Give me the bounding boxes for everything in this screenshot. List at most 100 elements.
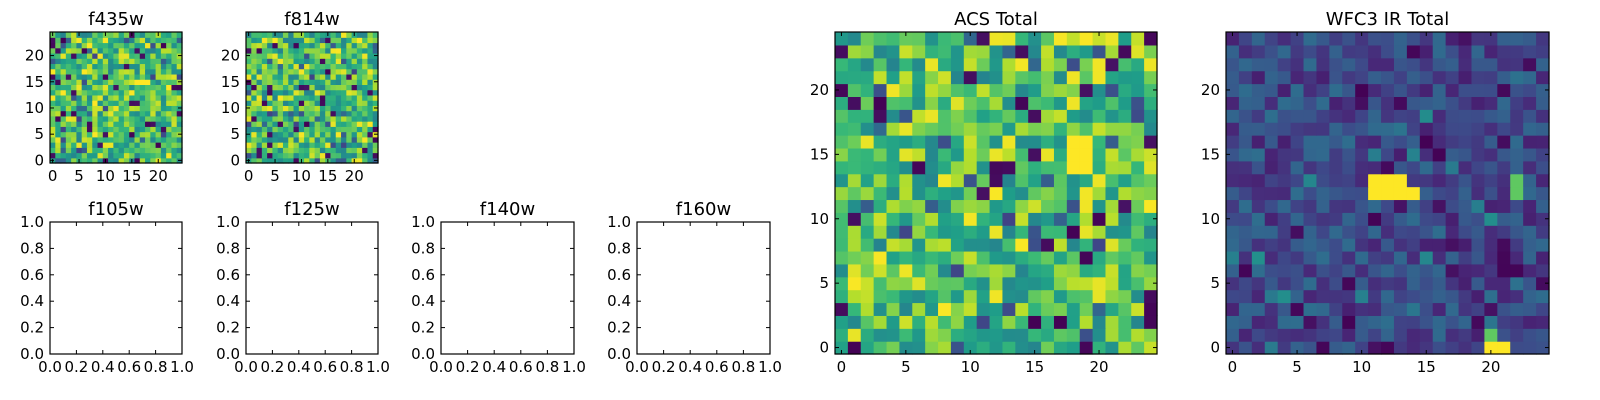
heatmap-cell: [314, 47, 321, 54]
heatmap-cell: [282, 126, 289, 133]
heatmap-cell: [950, 302, 965, 316]
heatmap-cell: [246, 42, 252, 49]
heatmap-cell: [60, 37, 67, 44]
heatmap-cell: [155, 121, 162, 127]
heatmap-cell: [873, 238, 888, 252]
heatmap-cell: [351, 68, 358, 75]
y-tick-label: 10: [25, 99, 44, 117]
heatmap-cell: [367, 73, 374, 80]
heatmap-cell: [314, 142, 321, 148]
heatmap-cell: [1079, 135, 1094, 149]
heatmap-cell: [341, 58, 347, 65]
heatmap-cell: [145, 37, 151, 44]
heatmap-cell: [1290, 135, 1305, 149]
heatmap-cell: [1144, 315, 1158, 329]
heatmap-cell: [1041, 173, 1055, 188]
heatmap-cell: [362, 32, 369, 38]
heatmap-cell: [1303, 341, 1318, 355]
heatmap-cell: [847, 135, 862, 149]
heatmap-cell: [134, 89, 141, 96]
heatmap-cell: [319, 37, 326, 44]
heatmap-cell: [362, 110, 369, 117]
heatmap-cell: [362, 52, 369, 59]
heatmap-cell: [160, 89, 167, 96]
heatmap-cell: [155, 152, 162, 159]
heatmap-cell: [1393, 44, 1408, 59]
heatmap-cell: [1144, 276, 1158, 291]
heatmap-cell: [1406, 70, 1421, 85]
heatmap-cell: [171, 37, 178, 44]
heatmap-cell: [1510, 328, 1524, 342]
heatmap-cell: [1393, 122, 1408, 136]
heatmap-cell: [304, 63, 310, 70]
heatmap-cell: [108, 84, 114, 91]
heatmap-cell: [118, 68, 125, 75]
heatmap-cell: [71, 42, 77, 49]
heatmap-cell: [272, 89, 279, 96]
heatmap-cell: [277, 157, 284, 164]
heatmap-cell: [1316, 44, 1330, 59]
heatmap-cell: [835, 315, 849, 329]
y-tick-label: 0.6: [20, 266, 44, 284]
heatmap-cell: [372, 94, 379, 101]
heatmap-cell: [139, 100, 146, 106]
heatmap-cell: [155, 79, 162, 85]
heatmap-cell: [950, 83, 965, 97]
heatmap-cell: [1393, 289, 1408, 304]
heatmap-cell: [160, 115, 167, 122]
heatmap-cell: [873, 186, 888, 201]
heatmap-cell: [1226, 289, 1240, 304]
heatmap-cell: [362, 42, 369, 49]
heatmap-cell: [351, 152, 358, 159]
heatmap-cell: [1015, 70, 1029, 85]
heatmap-cell: [319, 68, 326, 75]
heatmap-cell: [367, 37, 374, 44]
heatmap-cell: [50, 84, 56, 91]
heatmap-cell: [362, 37, 369, 44]
heatmap-cell: [1105, 225, 1119, 239]
heatmap-cell: [246, 68, 252, 75]
heatmap-cell: [1131, 199, 1145, 213]
heatmap-cell: [71, 115, 77, 122]
heatmap-cell: [160, 131, 167, 138]
heatmap-cell: [123, 73, 130, 80]
heatmap-cell: [351, 84, 358, 91]
heatmap-cell: [1290, 44, 1305, 59]
x-tick-label: 0: [1228, 358, 1238, 376]
heatmap-cell: [963, 225, 978, 239]
heatmap-cell: [81, 110, 88, 117]
heatmap-cell: [166, 47, 173, 54]
heatmap-cell: [1251, 263, 1266, 278]
heatmap-cell: [1015, 160, 1029, 175]
heatmap-cell: [1041, 199, 1055, 213]
heatmap-cell: [938, 276, 952, 291]
heatmap-cell: [341, 52, 347, 59]
x-tick-label: 0.8: [535, 358, 559, 376]
heatmap-cell: [171, 100, 178, 106]
heatmap-cell: [1458, 199, 1473, 213]
heatmap-cell: [873, 173, 888, 188]
heatmap-cell: [65, 157, 72, 164]
heatmap-cell: [1329, 315, 1343, 329]
heatmap-cell: [71, 147, 77, 154]
heatmap-cell: [97, 42, 104, 49]
heatmap-cell: [1355, 315, 1369, 329]
heatmap-cell: [362, 157, 369, 164]
heatmap-cell: [97, 121, 104, 127]
heatmap-cell: [938, 238, 952, 252]
heatmap-cell: [1316, 96, 1330, 110]
heatmap-cell: [309, 142, 316, 148]
heatmap-cell: [113, 84, 120, 91]
heatmap-cell: [346, 115, 353, 122]
heatmap-cell: [1523, 122, 1537, 136]
heatmap-cell: [108, 100, 114, 106]
heatmap-cell: [335, 32, 342, 38]
heatmap-cell: [118, 37, 125, 44]
heatmap-cell: [372, 121, 379, 127]
heatmap-cell: [150, 84, 157, 91]
heatmap-cell: [1092, 135, 1107, 149]
heatmap-cell: [1053, 160, 1068, 175]
heatmap-cell: [1238, 199, 1253, 213]
heatmap-cell: [1523, 96, 1537, 110]
heatmap-cell: [873, 341, 888, 355]
